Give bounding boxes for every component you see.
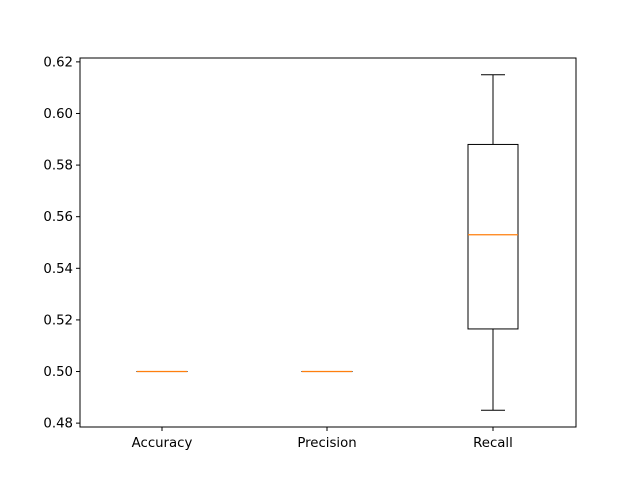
y-tick-label: 0.52: [43, 313, 73, 328]
box-group-recall: [467, 74, 519, 411]
y-tick-label: 0.54: [43, 262, 73, 277]
y-tick-label: 0.56: [43, 210, 73, 225]
y-tick-label: 0.58: [43, 159, 73, 174]
plot-area: [136, 74, 519, 411]
y-tick-label: 0.62: [43, 55, 73, 70]
axes-frame: [79, 57, 577, 428]
y-tick-label: 0.48: [43, 417, 73, 432]
x-tick-label: Recall: [473, 436, 513, 451]
x-tick-label: Accuracy: [132, 436, 193, 451]
y-tick-label: 0.50: [43, 365, 73, 380]
box: [467, 143, 519, 330]
y-tick-label: 0.60: [43, 107, 73, 122]
x-tick-label: Precision: [297, 436, 356, 451]
